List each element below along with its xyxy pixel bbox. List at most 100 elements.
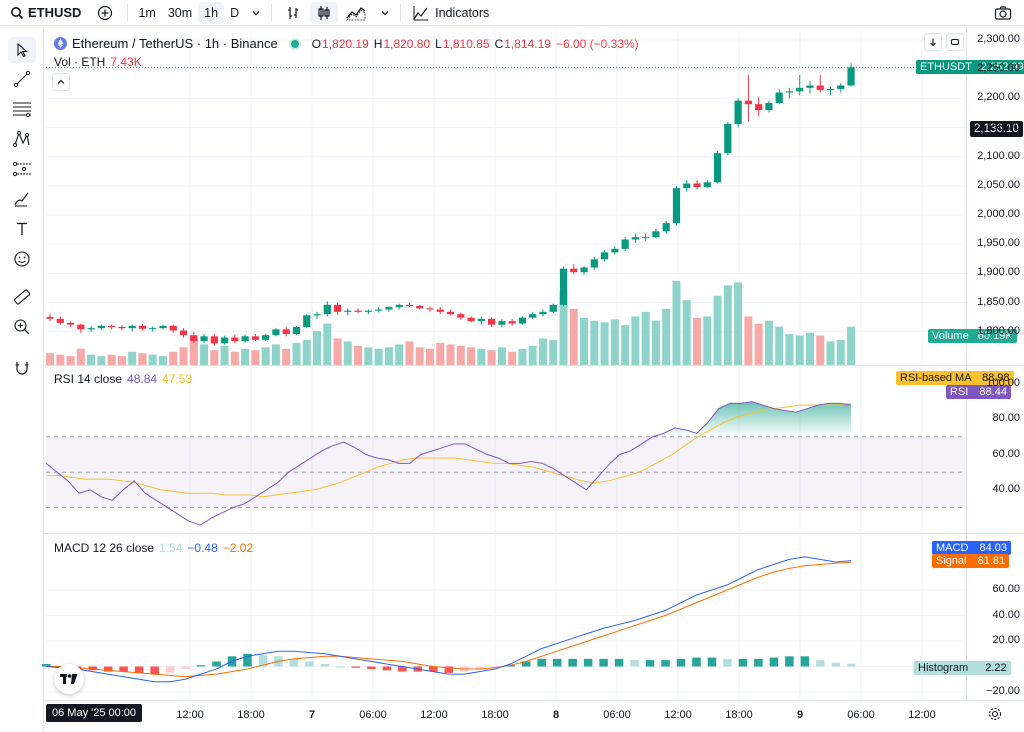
symbol-label: ETHUSD bbox=[28, 5, 82, 20]
macd-histogram-bar bbox=[568, 658, 577, 667]
macd-histogram-bar bbox=[320, 663, 330, 667]
volume-bar bbox=[282, 348, 291, 365]
text-tool[interactable] bbox=[8, 216, 36, 242]
chart-type-dropdown[interactable] bbox=[374, 0, 396, 26]
candle-body bbox=[816, 85, 824, 91]
macd-histogram-bar bbox=[181, 666, 190, 670]
arrow-down-icon bbox=[930, 38, 936, 47]
volume-bar bbox=[487, 350, 496, 365]
candle-body bbox=[282, 329, 290, 334]
time-axis-label: 12:00 bbox=[908, 709, 936, 721]
area-style-button[interactable] bbox=[338, 0, 374, 26]
volume-bar bbox=[621, 325, 630, 365]
rsi-badge-label: RSI bbox=[950, 386, 969, 398]
rsi-badge-value: 88.44 bbox=[979, 386, 1007, 398]
forecast-tool[interactable] bbox=[8, 156, 36, 182]
chart-title[interactable]: Ethereum / TetherUS · 1h · Binance bbox=[72, 36, 278, 51]
indicators-button[interactable]: Indicators bbox=[405, 0, 497, 26]
volume-bar bbox=[158, 356, 167, 365]
volume-bar bbox=[405, 341, 414, 365]
settings-button[interactable] bbox=[987, 706, 1003, 725]
volume-bar bbox=[302, 339, 311, 365]
magnet-tool[interactable] bbox=[8, 355, 36, 381]
collapse-legend-button[interactable] bbox=[52, 73, 70, 91]
macd-histogram-bar bbox=[475, 666, 484, 670]
candle-body bbox=[56, 318, 64, 323]
candle-body bbox=[231, 337, 239, 341]
volume-bar bbox=[374, 348, 383, 365]
macd-histogram-bar bbox=[599, 658, 608, 667]
search-icon bbox=[11, 6, 24, 19]
volume-bar bbox=[97, 356, 106, 365]
emoji-tool[interactable] bbox=[8, 246, 36, 272]
macd-axis-label: 40.00 bbox=[992, 608, 1020, 621]
interval-30m[interactable]: 30m bbox=[167, 5, 193, 20]
cursor-tool[interactable] bbox=[8, 37, 36, 63]
time-cursor-badge: 06 May '25 00:00 bbox=[46, 704, 143, 722]
interval-1m[interactable]: 1m bbox=[138, 5, 156, 20]
macd-histogram-bar bbox=[119, 666, 128, 672]
rsi-legend-label[interactable]: RSI 14 close bbox=[54, 372, 123, 386]
indicators-icon bbox=[413, 5, 429, 20]
scroll-down-button[interactable] bbox=[924, 33, 942, 51]
macd-badge-label: MACD bbox=[936, 542, 969, 554]
candle-body bbox=[467, 317, 475, 322]
zoom-tool[interactable] bbox=[8, 314, 36, 340]
interval-1h[interactable]: 1h bbox=[198, 1, 225, 24]
interval-d[interactable]: D bbox=[230, 5, 240, 20]
volume-legend: Vol · ETH 7.43K bbox=[54, 55, 142, 69]
volume-bar bbox=[313, 331, 322, 365]
interval-dropdown[interactable] bbox=[245, 0, 267, 26]
zoom-in-icon bbox=[14, 319, 30, 335]
trend-line-tool[interactable] bbox=[8, 66, 36, 92]
volume-bar bbox=[590, 320, 599, 365]
brush-tool[interactable] bbox=[8, 186, 36, 212]
macd-line bbox=[45, 556, 852, 683]
maximize-pane-button[interactable] bbox=[946, 33, 964, 51]
volume-legend-label[interactable]: Vol · ETH bbox=[54, 55, 106, 69]
volume-bar bbox=[323, 323, 332, 365]
ethusdt-badge-value: 2,252.99 bbox=[980, 61, 1024, 73]
candle-body bbox=[385, 307, 393, 310]
volume-bar bbox=[836, 339, 845, 365]
candle-body bbox=[66, 322, 75, 325]
text-icon bbox=[17, 222, 27, 235]
compare-button[interactable] bbox=[87, 0, 123, 26]
candle-body bbox=[744, 100, 752, 105]
macd-histogram-bar bbox=[614, 658, 624, 667]
tradingview-logo[interactable] bbox=[54, 664, 84, 694]
macd-histogram-bar bbox=[769, 657, 779, 667]
volume-bar bbox=[559, 291, 568, 365]
symbol-search[interactable]: ETHUSD bbox=[0, 0, 87, 26]
macd-legend-label[interactable]: MACD 12 26 close bbox=[54, 541, 155, 555]
volume-badge-value: 60.19K bbox=[977, 330, 1013, 342]
horizontal-lines-tool[interactable] bbox=[8, 96, 36, 122]
bar-style-button[interactable] bbox=[276, 0, 310, 26]
candle-body bbox=[806, 85, 814, 88]
time-axis-label: 06:00 bbox=[847, 709, 875, 721]
pattern-tool[interactable] bbox=[8, 126, 36, 152]
signal-badge-value: 81.81 bbox=[977, 555, 1006, 567]
ethereum-logo-icon bbox=[54, 37, 67, 50]
time-axis-label: 7 bbox=[308, 709, 316, 721]
volume-bar bbox=[56, 354, 65, 365]
candle-body bbox=[87, 328, 95, 330]
smiley-icon bbox=[14, 251, 30, 267]
macd-badge: MACD 84.03 bbox=[932, 541, 1011, 555]
candles-style-button[interactable] bbox=[310, 1, 339, 24]
candle-body bbox=[364, 310, 372, 312]
candle-body bbox=[416, 306, 424, 309]
ethusdt-badge-label: ETHUSDT bbox=[920, 61, 972, 73]
screenshot-button[interactable] bbox=[988, 0, 1018, 26]
candle-body bbox=[303, 315, 311, 327]
rsi-ma-badge: RSI-based MA 88.98 bbox=[896, 371, 1014, 385]
macd-histogram-bar bbox=[800, 656, 810, 667]
volume-bar bbox=[467, 347, 476, 365]
rsi-ma-badge-label: RSI-based MA bbox=[900, 372, 971, 384]
crosshair-price-badge: 2,136.10 bbox=[970, 121, 1023, 137]
volume-bar bbox=[179, 347, 188, 365]
measure-tool[interactable] bbox=[8, 284, 36, 310]
volume-bar bbox=[354, 345, 363, 365]
chevron-down-icon bbox=[252, 10, 260, 15]
